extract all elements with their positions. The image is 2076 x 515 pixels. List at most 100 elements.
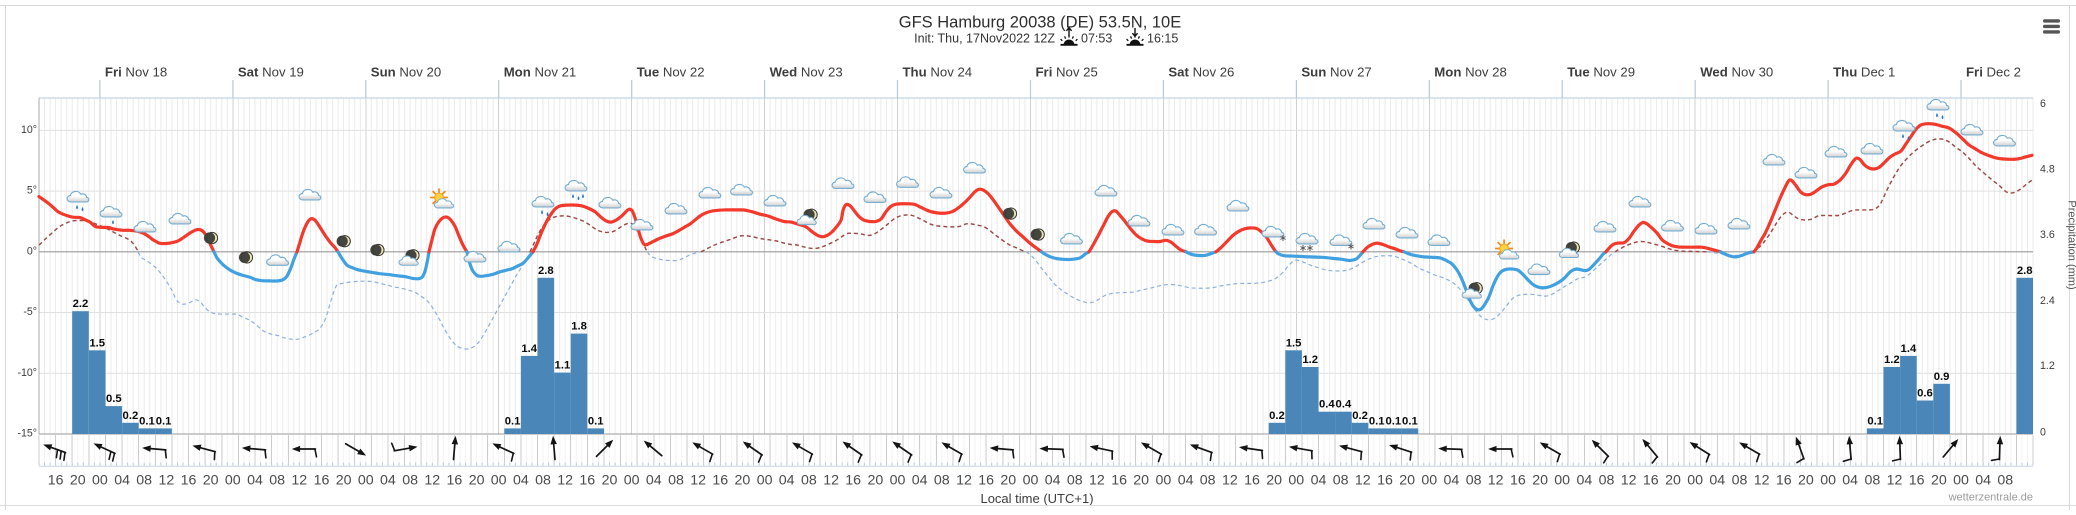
svg-text:Fri Nov 18: Fri Nov 18 xyxy=(105,65,167,80)
svg-text:12: 12 xyxy=(1222,472,1238,488)
svg-text:04: 04 xyxy=(1842,472,1858,488)
svg-text:Precipitation (mm): Precipitation (mm) xyxy=(2066,200,2076,289)
svg-text:Fri Nov 25: Fri Nov 25 xyxy=(1036,65,1098,80)
svg-text:04: 04 xyxy=(247,472,263,488)
svg-text:04: 04 xyxy=(912,472,928,488)
svg-text:12: 12 xyxy=(424,472,440,488)
svg-text:08: 08 xyxy=(402,472,418,488)
svg-text:Thu Nov 24: Thu Nov 24 xyxy=(903,65,973,80)
svg-text:00: 00 xyxy=(1554,472,1570,488)
svg-text:2.8: 2.8 xyxy=(538,265,554,277)
svg-text:Wed Nov 23: Wed Nov 23 xyxy=(770,65,843,80)
svg-text:1.5: 1.5 xyxy=(89,337,105,349)
svg-text:20: 20 xyxy=(1133,472,1149,488)
svg-text:0.2: 0.2 xyxy=(1269,410,1285,422)
svg-text:20: 20 xyxy=(70,472,86,488)
svg-text:16: 16 xyxy=(712,472,728,488)
svg-text:12: 12 xyxy=(823,472,839,488)
svg-text:12: 12 xyxy=(1754,472,1770,488)
svg-text:4.8: 4.8 xyxy=(2040,164,2055,176)
svg-text:3.6: 3.6 xyxy=(2040,229,2055,241)
svg-text:2.2: 2.2 xyxy=(73,298,89,310)
svg-text:0.5: 0.5 xyxy=(106,393,122,405)
svg-text:08: 08 xyxy=(136,472,152,488)
svg-text:00: 00 xyxy=(890,472,906,488)
svg-text:12: 12 xyxy=(1621,472,1637,488)
svg-text:0.1: 0.1 xyxy=(156,415,172,427)
svg-text:00: 00 xyxy=(1820,472,1836,488)
svg-text:5°: 5° xyxy=(27,185,37,197)
svg-text:00: 00 xyxy=(1156,472,1172,488)
svg-text:16: 16 xyxy=(314,472,330,488)
svg-text:16: 16 xyxy=(1377,472,1393,488)
svg-text:00: 00 xyxy=(1023,472,1039,488)
svg-text:1.8: 1.8 xyxy=(571,321,587,333)
svg-text:12: 12 xyxy=(291,472,307,488)
svg-text:Tue Nov 22: Tue Nov 22 xyxy=(637,65,705,80)
svg-text:-5°: -5° xyxy=(23,306,37,318)
svg-text:Sat Nov 26: Sat Nov 26 xyxy=(1168,65,1234,80)
svg-text:00: 00 xyxy=(757,472,773,488)
svg-text:20: 20 xyxy=(203,472,219,488)
svg-text:Wed Nov 30: Wed Nov 30 xyxy=(1700,65,1773,80)
svg-text:16: 16 xyxy=(1909,472,1925,488)
svg-text:16: 16 xyxy=(845,472,861,488)
svg-text:0.1: 0.1 xyxy=(1369,415,1385,427)
svg-text:16:15: 16:15 xyxy=(1147,32,1178,46)
svg-text:08: 08 xyxy=(1732,472,1748,488)
svg-text:20: 20 xyxy=(1399,472,1415,488)
svg-text:16: 16 xyxy=(447,472,463,488)
svg-text:1.2: 1.2 xyxy=(1884,354,1900,366)
svg-text:20: 20 xyxy=(602,472,618,488)
svg-text:Sun Nov 27: Sun Nov 27 xyxy=(1301,65,1371,80)
svg-text:20: 20 xyxy=(1665,472,1681,488)
svg-text:0.2: 0.2 xyxy=(123,410,139,422)
svg-text:0.1: 0.1 xyxy=(1867,415,1883,427)
svg-text:6: 6 xyxy=(2040,98,2046,110)
svg-text:16: 16 xyxy=(48,472,64,488)
svg-text:20: 20 xyxy=(469,472,485,488)
svg-text:0.6: 0.6 xyxy=(1917,388,1933,400)
svg-text:04: 04 xyxy=(380,472,396,488)
svg-text:08: 08 xyxy=(934,472,950,488)
svg-text:07:53: 07:53 xyxy=(1081,32,1112,46)
svg-text:20: 20 xyxy=(1000,472,1016,488)
svg-text:12: 12 xyxy=(1089,472,1105,488)
svg-text:Thu Dec 1: Thu Dec 1 xyxy=(1833,65,1895,80)
svg-text:12: 12 xyxy=(1488,472,1504,488)
svg-text:0.1: 0.1 xyxy=(1385,415,1401,427)
svg-text:08: 08 xyxy=(1997,472,2013,488)
svg-text:0.1: 0.1 xyxy=(588,415,604,427)
svg-text:04: 04 xyxy=(1311,472,1327,488)
svg-text:04: 04 xyxy=(1577,472,1593,488)
svg-text:12: 12 xyxy=(557,472,573,488)
svg-text:16: 16 xyxy=(1244,472,1260,488)
svg-text:04: 04 xyxy=(1444,472,1460,488)
svg-text:08: 08 xyxy=(668,472,684,488)
svg-text:1.2: 1.2 xyxy=(1302,354,1318,366)
svg-text:Tue Nov 29: Tue Nov 29 xyxy=(1567,65,1635,80)
svg-text:16: 16 xyxy=(1111,472,1127,488)
svg-text:0.1: 0.1 xyxy=(1402,415,1418,427)
svg-text:08: 08 xyxy=(801,472,817,488)
svg-text:16: 16 xyxy=(1510,472,1526,488)
svg-text:-10°: -10° xyxy=(17,367,37,379)
svg-text:00: 00 xyxy=(1953,472,1969,488)
svg-text:Init: Thu, 17Nov2022 12Z: Init: Thu, 17Nov2022 12Z xyxy=(914,32,1055,46)
svg-text:wetterzentrale.de: wetterzentrale.de xyxy=(1948,492,2033,504)
svg-text:00: 00 xyxy=(1687,472,1703,488)
svg-text:1.5: 1.5 xyxy=(1286,337,1302,349)
svg-text:12: 12 xyxy=(1355,472,1371,488)
svg-text:20: 20 xyxy=(1798,472,1814,488)
svg-text:1.4: 1.4 xyxy=(1901,343,1917,355)
svg-text:12: 12 xyxy=(956,472,972,488)
svg-text:GFS Hamburg 20038 (DE) 53.5N,: GFS Hamburg 20038 (DE) 53.5N, 10E xyxy=(899,14,1181,32)
svg-text:00: 00 xyxy=(225,472,241,488)
svg-text:Fri Dec 2: Fri Dec 2 xyxy=(1966,65,2021,80)
svg-text:00: 00 xyxy=(1421,472,1437,488)
svg-text:0.1: 0.1 xyxy=(139,415,155,427)
svg-text:0.2: 0.2 xyxy=(1352,410,1368,422)
svg-text:08: 08 xyxy=(1466,472,1482,488)
svg-text:04: 04 xyxy=(779,472,795,488)
svg-text:00: 00 xyxy=(92,472,108,488)
